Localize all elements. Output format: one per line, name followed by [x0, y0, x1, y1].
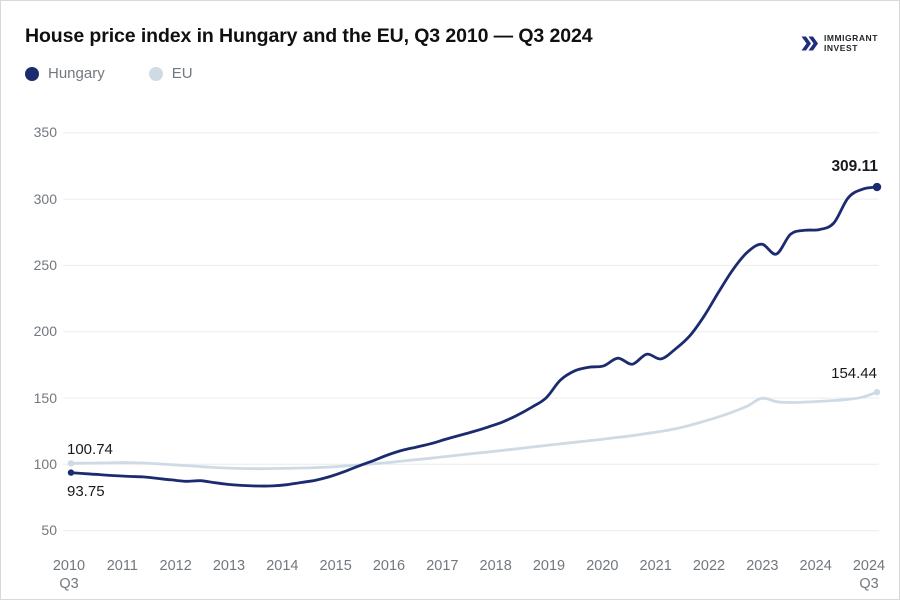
hungary-end-value-label: 309.11: [831, 158, 878, 175]
legend-item-eu: EU: [148, 65, 193, 82]
x-axis-tick-label: 2014: [266, 558, 299, 574]
logo-text: IMMIGRANT INVEST: [824, 33, 878, 53]
hungary-line: [69, 185, 879, 488]
chart-legend: Hungary EU: [25, 65, 193, 82]
x-axis-tick-label: 2016: [372, 558, 406, 574]
x-axis-tick-label: 2010 Q3: [52, 558, 86, 592]
x-axis-tick-label: 2018: [479, 558, 512, 574]
immigrant-invest-logo: IMMIGRANT INVEST: [801, 33, 878, 53]
x-axis-tick-label: 2015: [319, 558, 352, 574]
y-axis-tick-label: 150: [33, 389, 57, 406]
y-axis-tick-label: 200: [33, 323, 57, 340]
eu-legend-dot-icon: [148, 66, 163, 81]
eu-start-value-label: 100.74: [67, 441, 113, 458]
eu-line: [69, 390, 879, 471]
x-axis-tick-label: 2012: [159, 558, 192, 574]
legend-label-eu: EU: [171, 65, 193, 82]
x-axis-tick-label: 2013: [212, 558, 246, 574]
eu-end-dot: [873, 388, 881, 396]
hungary-start-value-label: 93.75: [67, 483, 105, 500]
x-axis-tick-label: 2024 Q3: [852, 558, 886, 592]
x-axis-tick-label: 2023: [746, 558, 779, 574]
hungary-legend-dot-icon: [25, 66, 39, 81]
eu-end-value-label: 154.44: [831, 365, 877, 382]
x-axis-tick-label: 2020: [586, 558, 619, 574]
legend-label-hungary: Hungary: [48, 65, 105, 82]
y-axis-tick-label: 350: [33, 124, 57, 141]
eu-start-dot: [67, 460, 75, 467]
y-axis-tick-label: 250: [33, 256, 57, 273]
x-axis-tick-label: 2024: [799, 558, 832, 574]
x-axis-tick-label: 2019: [532, 558, 566, 574]
x-axis-tick-label: 2011: [106, 558, 138, 574]
hungary-start-dot: [67, 469, 75, 476]
hungary-end-dot: [872, 182, 882, 192]
double-chevron-right-icon: [801, 36, 818, 51]
y-axis-tick-label: 300: [33, 190, 57, 207]
x-axis-tick-label: 2017: [426, 558, 459, 574]
y-axis-tick-label: 100: [33, 455, 57, 472]
x-axis-tick-label: 2022: [692, 558, 726, 574]
chart-title: House price index in Hungary and the EU,…: [25, 25, 593, 47]
legend-item-hungary: Hungary: [25, 65, 105, 82]
y-axis-tick-label: 50: [41, 522, 57, 539]
logo-line-1: IMMIGRANT: [823, 33, 878, 43]
logo-line-2: INVEST: [823, 43, 858, 54]
x-axis-tick-label: 2021: [639, 558, 672, 574]
